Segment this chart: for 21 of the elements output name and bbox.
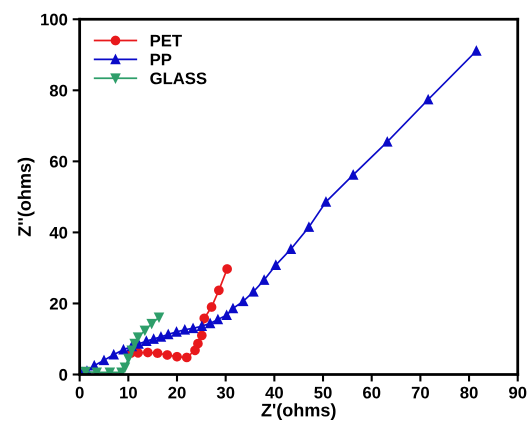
x-tick-label: 70 bbox=[412, 386, 429, 399]
x-tick-label: 80 bbox=[460, 386, 478, 399]
x-tick-label: 40 bbox=[265, 386, 283, 399]
x-tick-label: 30 bbox=[216, 386, 234, 399]
legend-label: PET bbox=[150, 34, 182, 46]
x-tick-label: 90 bbox=[509, 386, 526, 399]
y-tick-label: 40 bbox=[50, 226, 68, 239]
y-tick-label: 100 bbox=[41, 14, 68, 26]
y-axis-title: Z''(ohms) bbox=[18, 158, 34, 236]
x-tick-label: 0 bbox=[76, 386, 84, 399]
x-axis-title: Z'(ohms) bbox=[261, 403, 336, 420]
y-tick-label: 80 bbox=[50, 84, 68, 97]
x-tick-label: 10 bbox=[120, 386, 137, 399]
x-tick-label: 60 bbox=[363, 386, 380, 399]
y-tick-label: 20 bbox=[50, 298, 68, 310]
x-tick-label: 50 bbox=[314, 386, 332, 399]
y-tick-label: 60 bbox=[50, 156, 68, 168]
legend-label: PP bbox=[150, 54, 172, 66]
legend-label: GLASS bbox=[150, 72, 206, 84]
y-tick-label: 0 bbox=[59, 368, 68, 381]
x-tick-label: 20 bbox=[168, 386, 186, 399]
